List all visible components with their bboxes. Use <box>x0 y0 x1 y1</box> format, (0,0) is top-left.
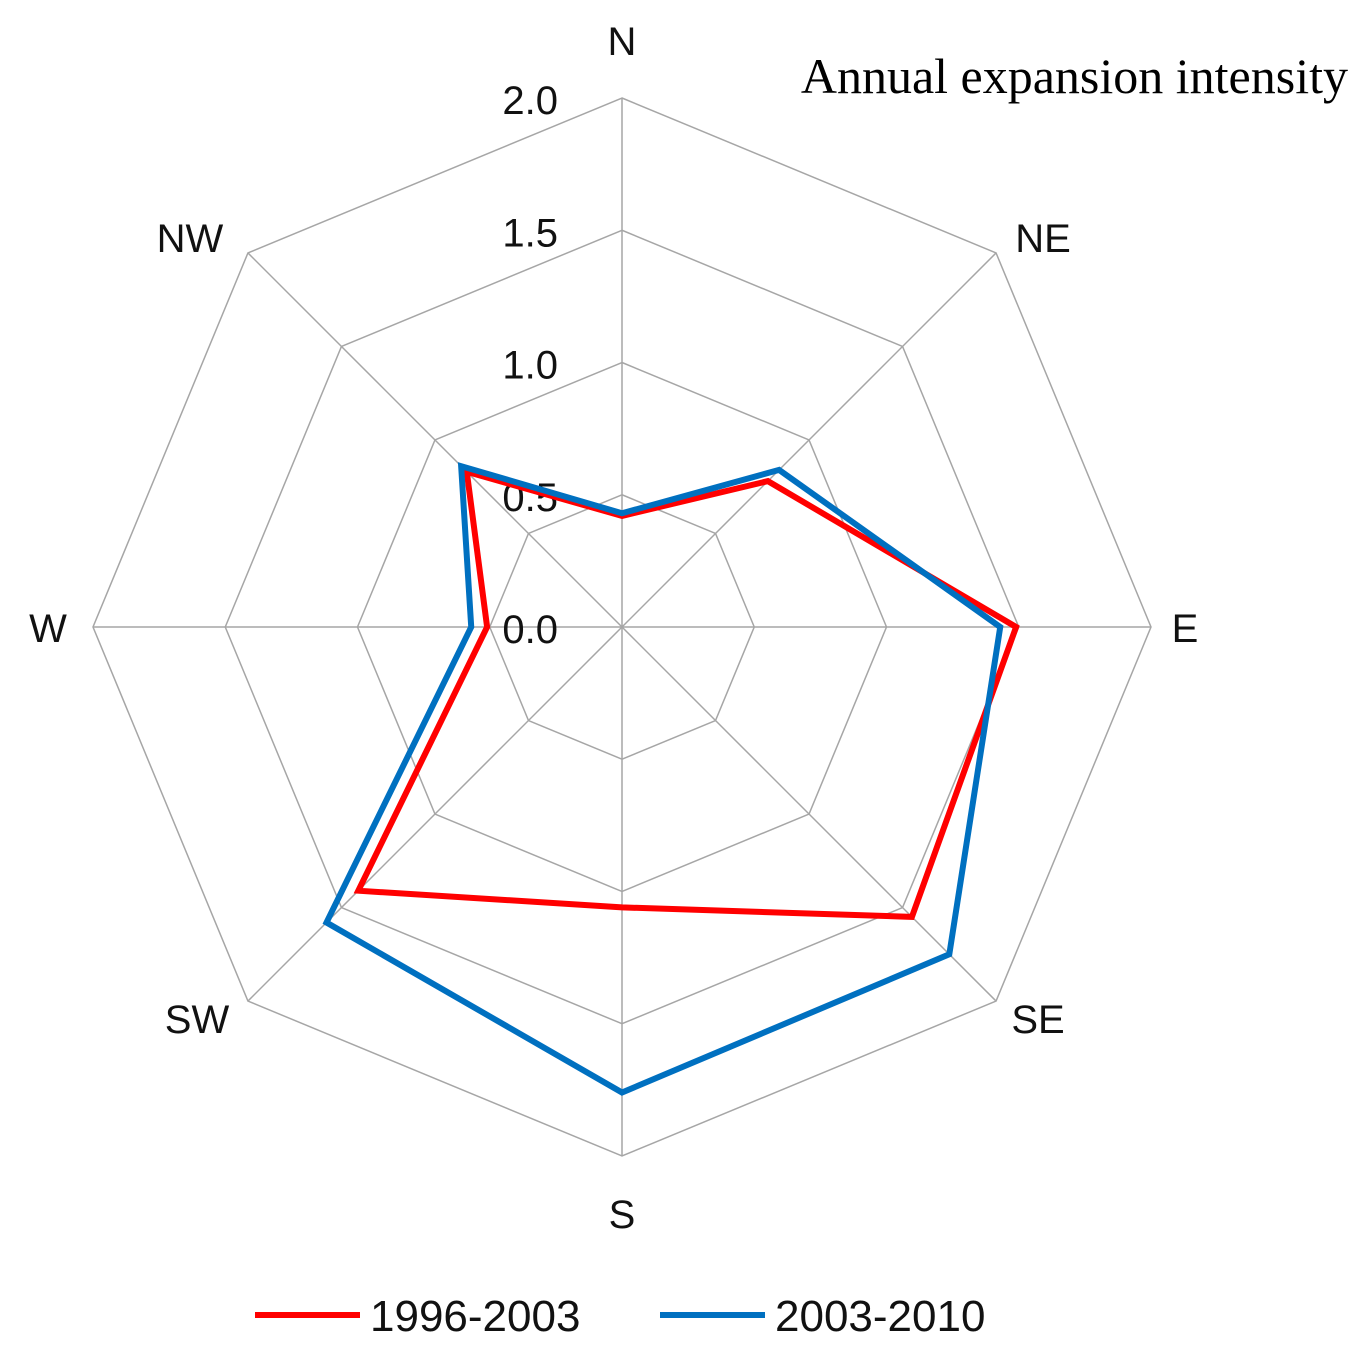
grid <box>92 97 1152 1157</box>
category-labels: N NE E SE S SW W NW <box>29 20 1198 1237</box>
tick-label: 1.5 <box>502 211 558 255</box>
category-label-NE: NE <box>1015 217 1071 261</box>
category-label-NW: NW <box>157 217 224 261</box>
axis-spoke-SW <box>247 626 623 1002</box>
legend: 1996-2003 2003-2010 <box>255 1292 985 1341</box>
category-label-S: S <box>609 1193 636 1237</box>
tick-label: 2.0 <box>502 79 558 123</box>
axis-spoke-NW <box>247 252 623 628</box>
legend-label-1996-2003: 1996-2003 <box>370 1292 580 1341</box>
axis-spoke-SE <box>621 626 997 1002</box>
chart-title: Annual expansion intensity <box>801 48 1348 104</box>
category-label-E: E <box>1172 607 1199 651</box>
tick-label: 1.0 <box>502 344 558 388</box>
legend-label-2003-2010: 2003-2010 <box>775 1292 985 1341</box>
series-line-2003-2010 <box>322 462 1004 1096</box>
category-label-W: W <box>29 607 67 651</box>
tick-labels: 0.00.51.01.52.0 <box>502 79 558 652</box>
tick-label: 0.0 <box>502 608 558 652</box>
category-label-SE: SE <box>1011 998 1064 1042</box>
series-lines <box>322 462 1020 1096</box>
series-line-1996-2003 <box>353 467 1020 920</box>
category-label-SW: SW <box>165 998 230 1042</box>
category-label-N: N <box>608 20 637 64</box>
axis-spoke-NE <box>621 252 997 628</box>
